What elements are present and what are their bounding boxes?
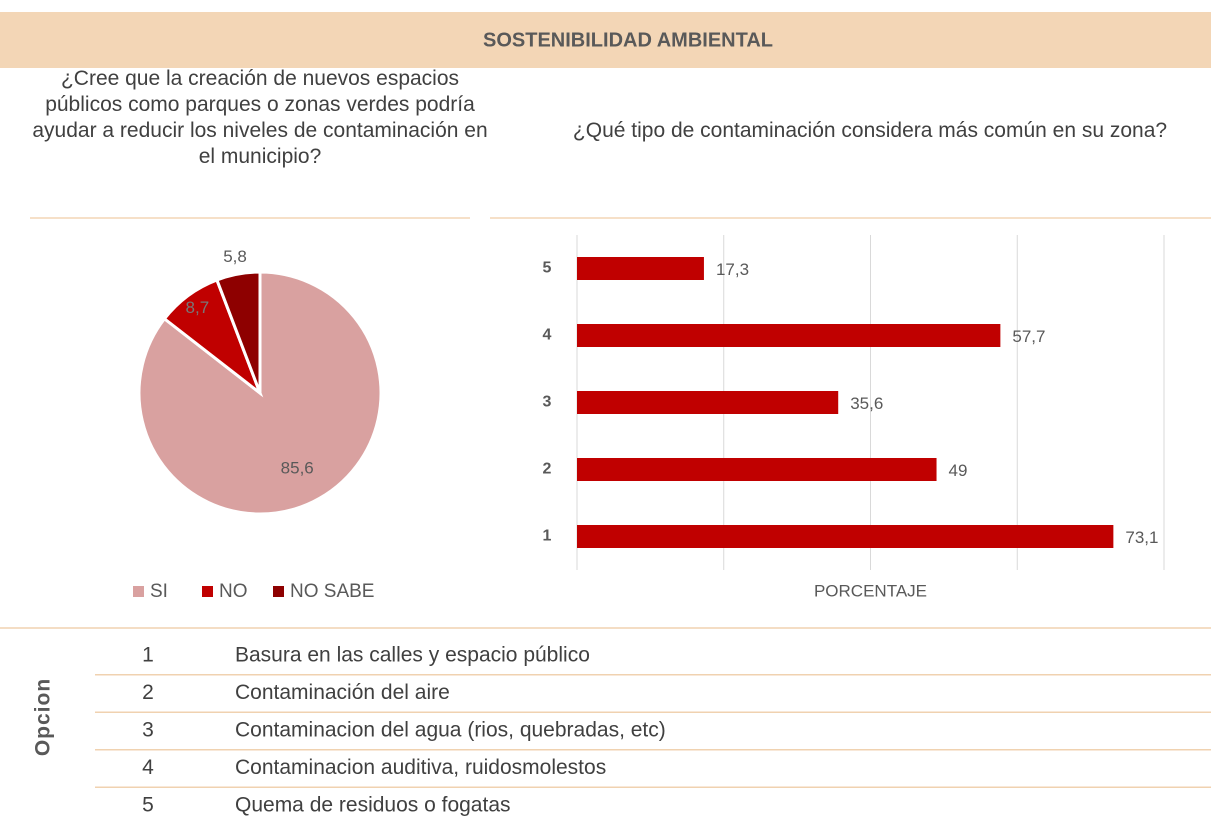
data-label: 35,6 bbox=[850, 394, 883, 413]
table-text: Contaminación del aire bbox=[235, 681, 450, 704]
bar bbox=[577, 458, 937, 481]
y-tick-label: 5 bbox=[543, 260, 552, 277]
legend-swatch bbox=[202, 586, 213, 597]
table-number: 3 bbox=[142, 719, 154, 742]
pie-title: ¿Cree que la creación de nuevos espacios… bbox=[32, 67, 488, 168]
header-title: SOSTENIBILIDAD AMBIENTAL bbox=[483, 29, 773, 51]
data-label: 5,8 bbox=[223, 247, 247, 266]
bar bbox=[577, 525, 1114, 548]
table-text: Quema de residuos o fogatas bbox=[235, 794, 511, 817]
table-number: 5 bbox=[142, 794, 154, 817]
legend-swatch bbox=[273, 586, 284, 597]
x-axis-label: PORCENTAJE bbox=[814, 581, 927, 600]
y-tick-label: 1 bbox=[543, 528, 552, 545]
legend-label: SI bbox=[150, 581, 168, 602]
table-text: Basura en las calles y espacio público bbox=[235, 644, 590, 667]
table-header: Opcion bbox=[32, 678, 55, 756]
data-label: 17,3 bbox=[716, 260, 749, 279]
header-band bbox=[0, 12, 1211, 68]
table-number: 4 bbox=[142, 756, 154, 779]
table-number: 1 bbox=[142, 644, 154, 667]
bar bbox=[577, 257, 704, 280]
data-label: 57,7 bbox=[1012, 327, 1045, 346]
bar bbox=[577, 391, 839, 414]
legend-label: NO bbox=[219, 581, 248, 602]
y-tick-label: 3 bbox=[543, 394, 552, 411]
data-label: 85,6 bbox=[281, 459, 314, 478]
data-label: 73,1 bbox=[1125, 528, 1158, 547]
table-number: 2 bbox=[142, 681, 154, 704]
pie-slice bbox=[214, 270, 262, 394]
table-text: Contaminacion auditiva, ruidosmolestos bbox=[235, 756, 606, 779]
y-tick-label: 2 bbox=[543, 461, 552, 478]
bar-title: ¿Qué tipo de contaminación considera más… bbox=[572, 119, 1168, 142]
y-tick-label: 4 bbox=[543, 327, 552, 344]
charts: 85,6 8,7 5,8 SI NO NO SABE 1 73,1 2 49 3 35,6 4 57,7 5… bbox=[0, 235, 1211, 817]
table-text: Contaminacion del agua (rios, quebradas,… bbox=[235, 719, 666, 742]
data-label: 49 bbox=[949, 461, 968, 480]
data-label: 8,7 bbox=[186, 298, 210, 317]
legend-label: NO SABE bbox=[290, 581, 374, 602]
legend-swatch bbox=[133, 586, 144, 597]
bar bbox=[577, 324, 1001, 347]
